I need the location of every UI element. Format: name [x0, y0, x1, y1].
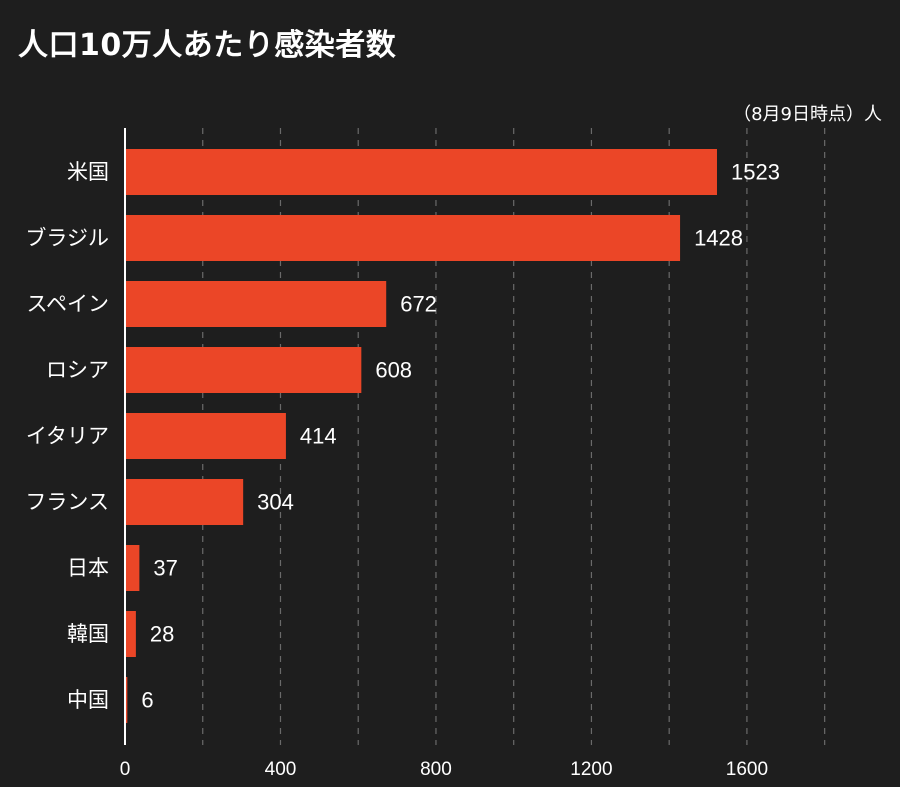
bar	[125, 677, 128, 723]
category-label: ロシア	[46, 358, 109, 382]
chart-title: 人口10万人あたり感染者数	[18, 28, 397, 63]
category-label: 韓国	[67, 622, 109, 646]
x-tick-label: 1600	[726, 759, 768, 780]
x-axis-ticks: 0 400 800 1200 1600	[120, 759, 768, 780]
category-label: イタリア	[26, 424, 109, 448]
value-label: 6	[141, 688, 153, 713]
bar	[125, 611, 136, 657]
bar	[125, 281, 387, 327]
x-tick-label: 800	[420, 759, 452, 780]
x-tick-label: 1200	[570, 759, 612, 780]
value-label: 37	[153, 556, 177, 581]
bar	[125, 149, 717, 195]
value-label: 1523	[731, 160, 780, 185]
category-label: スペイン	[26, 292, 109, 316]
value-labels: 1523 1428 672 608 414 304 37 28 6	[141, 160, 780, 713]
unit-note: （8月9日時点）人	[733, 104, 882, 125]
value-label: 1428	[694, 226, 743, 251]
category-label: フランス	[25, 490, 109, 514]
value-label: 672	[400, 292, 437, 317]
category-label: ブラジル	[25, 226, 109, 250]
bar	[125, 347, 362, 393]
bar	[125, 215, 681, 261]
bar	[125, 413, 286, 459]
x-tick-label: 400	[265, 759, 297, 780]
value-label: 608	[375, 358, 412, 383]
category-label: 中国	[67, 688, 109, 712]
bars	[125, 149, 717, 723]
category-label: 米国	[67, 160, 109, 184]
value-label: 304	[257, 490, 294, 515]
x-tick-label: 0	[120, 759, 131, 780]
value-label: 414	[300, 424, 337, 449]
value-label: 28	[150, 622, 174, 647]
bar	[125, 479, 244, 525]
category-label: 日本	[67, 556, 109, 580]
bar	[125, 545, 140, 591]
